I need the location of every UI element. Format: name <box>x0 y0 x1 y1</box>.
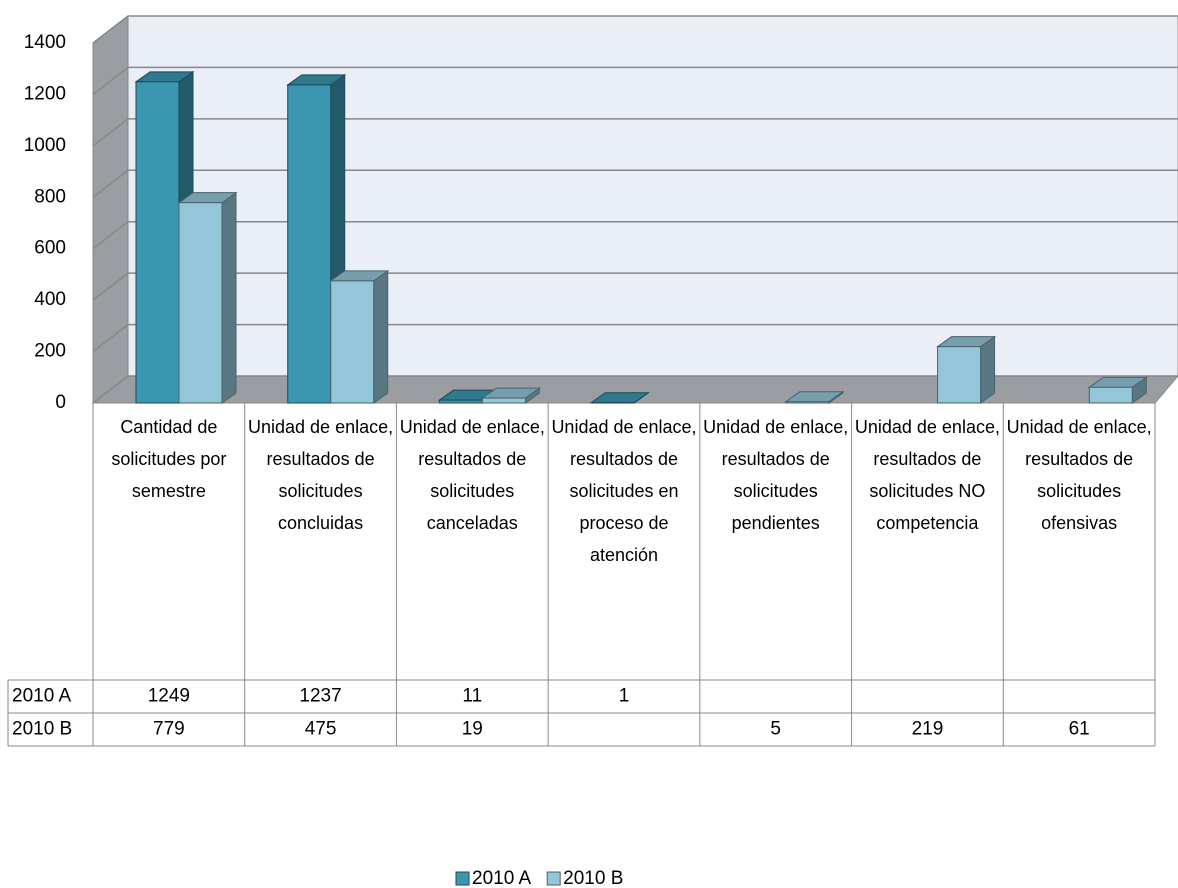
legend-label: 2010 A <box>472 868 531 888</box>
grid-line <box>92 375 1178 404</box>
bar <box>784 390 845 404</box>
row-label: 2010 A <box>12 686 71 707</box>
y-tick-label: 400 <box>34 289 66 310</box>
bar-front <box>330 280 375 404</box>
bar-front <box>135 81 180 404</box>
legend-label: 2010 B <box>563 868 623 888</box>
table-value: 5 <box>770 719 781 740</box>
bar-front <box>438 399 483 404</box>
legend-swatch <box>455 871 470 886</box>
y-tick-label: 800 <box>34 186 66 207</box>
y-tick-label: 0 <box>55 392 66 413</box>
y-tick-label: 200 <box>34 341 66 362</box>
bar <box>177 191 238 404</box>
x-tick-label: Unidad de enlace, resultados de solicitu… <box>1006 417 1152 533</box>
bar <box>329 269 390 404</box>
y-tick-label: 1000 <box>24 135 66 156</box>
grid-line <box>92 272 1178 301</box>
back-wall <box>127 15 1178 377</box>
bar <box>936 335 997 404</box>
bar-front <box>1088 386 1133 404</box>
x-tick-label: Cantidad de solicitudes por semestre <box>111 417 227 501</box>
category-cell: Cantidad de solicitudes por semestre <box>111 417 227 501</box>
category-cell: Unidad de enlace, resultados de solicitu… <box>551 417 697 565</box>
x-tick-label: Unidad de enlace, resultados de solicitu… <box>551 417 697 565</box>
x-tick-label: Unidad de enlace, resultados de solicitu… <box>854 417 1000 533</box>
bar-side <box>980 335 996 404</box>
table-value: 19 <box>462 719 483 740</box>
x-tick-label: Unidad de enlace, resultados de solicitu… <box>248 417 394 533</box>
bar-front <box>937 346 982 404</box>
bar-front <box>287 84 332 404</box>
table-value: 1 <box>619 686 630 707</box>
y-tick-label: 1400 <box>24 32 66 53</box>
category-cell: Unidad de enlace, resultados de solicitu… <box>248 417 394 533</box>
legend-swatch <box>546 871 561 886</box>
bar-side <box>221 191 237 404</box>
grid-line <box>92 169 1178 198</box>
x-tick-label: Unidad de enlace, resultados de solicitu… <box>399 417 545 533</box>
grid-line <box>92 323 1178 353</box>
bar-side <box>373 269 389 404</box>
bar <box>1087 376 1148 404</box>
grid-line <box>92 15 1178 44</box>
bar-front <box>481 397 526 404</box>
table-value: 779 <box>153 719 185 740</box>
category-cell: Unidad de enlace, resultados de solicitu… <box>399 417 545 533</box>
grid-line <box>92 118 1178 147</box>
table-value: 219 <box>912 719 944 740</box>
bar <box>589 391 650 404</box>
bar-front <box>785 401 830 404</box>
table-value: 475 <box>305 719 337 740</box>
grid-line <box>92 220 1178 250</box>
bar-front <box>178 202 223 404</box>
x-tick-label: Unidad de enlace, resultados de solicitu… <box>703 417 849 533</box>
bar <box>480 387 541 404</box>
table-value: 1237 <box>299 686 341 707</box>
category-cell: Unidad de enlace, resultados de solicitu… <box>703 417 849 533</box>
y-tick-label: 1200 <box>24 83 66 104</box>
grid-line <box>92 66 1178 96</box>
row-label: 2010 B <box>12 719 72 740</box>
category-cell: Unidad de enlace, resultados de solicitu… <box>854 417 1000 533</box>
side-wall <box>92 14 129 405</box>
table-value: 11 <box>462 686 482 707</box>
table-value: 1249 <box>148 686 190 707</box>
y-tick-label: 600 <box>34 238 66 259</box>
table-value: 61 <box>1069 719 1090 740</box>
category-cell: Unidad de enlace, resultados de solicitu… <box>1006 417 1152 533</box>
